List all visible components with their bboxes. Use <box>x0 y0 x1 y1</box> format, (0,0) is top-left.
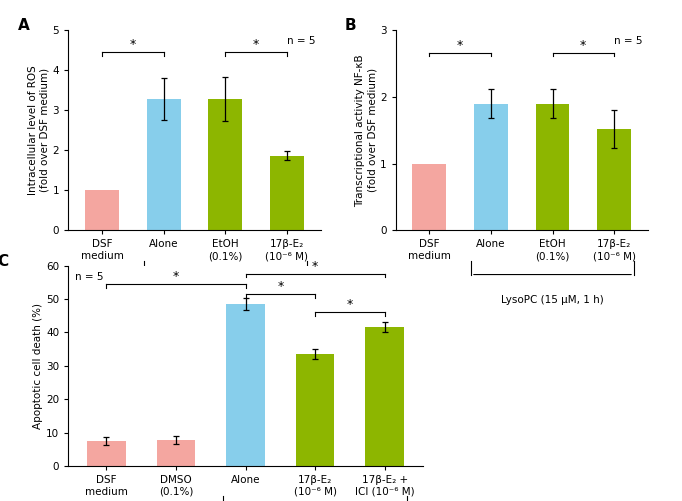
Y-axis label: Transcriptional activity NF-κB
(fold over DSF medium): Transcriptional activity NF-κB (fold ove… <box>355 54 377 206</box>
Bar <box>296 354 334 466</box>
Text: A: A <box>18 18 29 33</box>
Text: *: * <box>130 38 136 51</box>
Y-axis label: Apoptotic cell death (%): Apoptotic cell death (%) <box>33 303 43 429</box>
Bar <box>226 304 265 466</box>
Text: n = 5: n = 5 <box>75 272 104 282</box>
Text: *: * <box>457 39 463 52</box>
Text: *: * <box>312 260 318 273</box>
Text: *: * <box>253 38 259 51</box>
Text: *: * <box>173 270 179 283</box>
Text: n = 5: n = 5 <box>287 36 316 46</box>
Text: LysoPC (15 μM, 1 h): LysoPC (15 μM, 1 h) <box>501 295 604 305</box>
Text: n = 5: n = 5 <box>614 36 643 46</box>
Bar <box>535 104 569 230</box>
Bar <box>157 440 195 466</box>
Bar <box>85 190 119 230</box>
Bar <box>413 164 446 230</box>
Text: LysoPC (15 μM, 1 h): LysoPC (15 μM, 1 h) <box>174 295 276 305</box>
Text: B: B <box>345 18 357 33</box>
Bar <box>597 129 631 230</box>
Bar <box>474 104 508 230</box>
Bar <box>208 99 242 230</box>
Bar <box>147 99 181 230</box>
Text: C: C <box>0 254 8 269</box>
Bar <box>270 155 303 230</box>
Y-axis label: Intracellular level of ROS
(fold over DSF medium): Intracellular level of ROS (fold over DS… <box>28 66 50 195</box>
Bar <box>87 441 125 466</box>
Bar <box>366 327 404 466</box>
Text: *: * <box>346 298 353 311</box>
Text: *: * <box>580 39 587 52</box>
Text: *: * <box>277 280 284 293</box>
